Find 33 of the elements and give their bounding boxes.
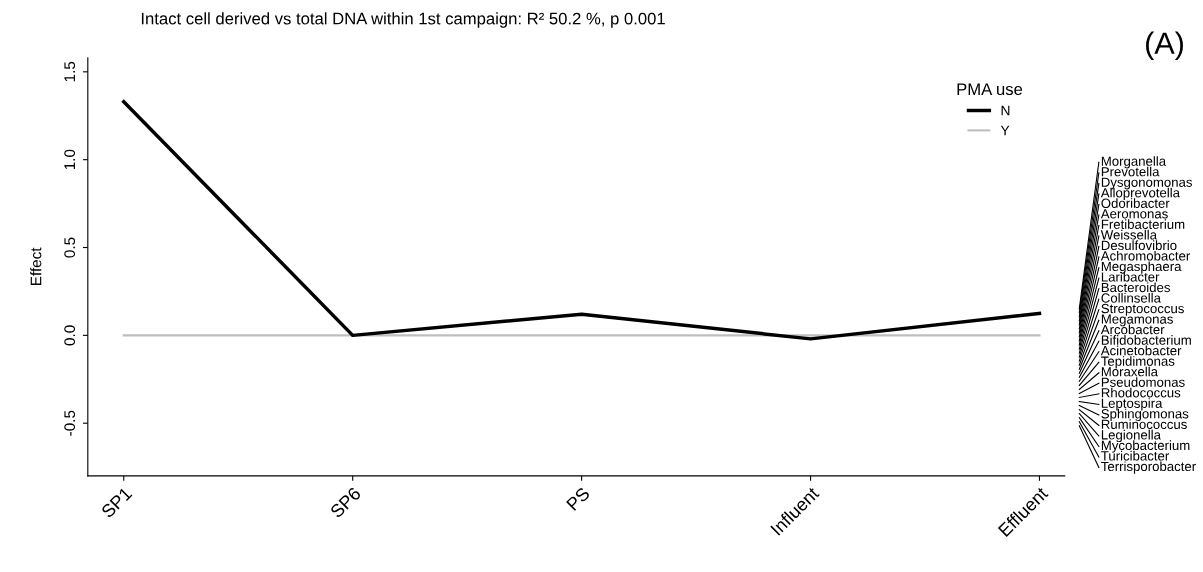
legend-label: Y [1000, 125, 1010, 136]
text: Ruminococcus [1101, 419, 1187, 429]
x-tick-label: SP6 [329, 486, 362, 519]
y-axis-title: Effect [30, 247, 42, 285]
y-tick-label: 1.0 [64, 149, 76, 170]
y-tick-label: -0.5 [64, 410, 76, 436]
text: Odoribacter [1101, 198, 1170, 208]
text: Megasphaera [1101, 261, 1182, 274]
text: Laribacter [1101, 271, 1160, 282]
x-tick-label: PS [565, 486, 591, 511]
text: Bacteroides [1101, 282, 1170, 293]
legend-label: N [1001, 105, 1010, 116]
chart-title: Intact cell derived vs total DNA within 1st campaign: R² 50.2 %, p 0.001 [141, 12, 665, 28]
text: Achromobacter [1100, 250, 1191, 261]
text: Fretibacterium [1101, 219, 1185, 229]
text: Terrisporobacter [1101, 461, 1196, 474]
line-series [122, 99, 1042, 341]
text: Collinsella [1101, 292, 1161, 303]
text: Streptococcus [1101, 303, 1184, 316]
text: Rhodococcus [1101, 387, 1181, 398]
text: Aeromonas [1100, 209, 1168, 219]
text: Acinetobacter [1100, 345, 1182, 356]
text: Pseudomonas [1101, 377, 1185, 387]
legend-title: PMA use [957, 83, 1023, 96]
x-tick-label: SP1 [100, 486, 133, 519]
text: Weissella [1100, 229, 1158, 240]
y-tick-label: 1.5 [64, 61, 76, 82]
text: Bifidobacterium [1101, 335, 1191, 345]
text: Legionella [1101, 429, 1161, 443]
text: Desulfovibrio [1101, 240, 1177, 251]
y-tick-label: 0.0 [64, 325, 76, 346]
text: (A) [1146, 31, 1183, 60]
y-tick-label: 0.5 [64, 237, 76, 258]
